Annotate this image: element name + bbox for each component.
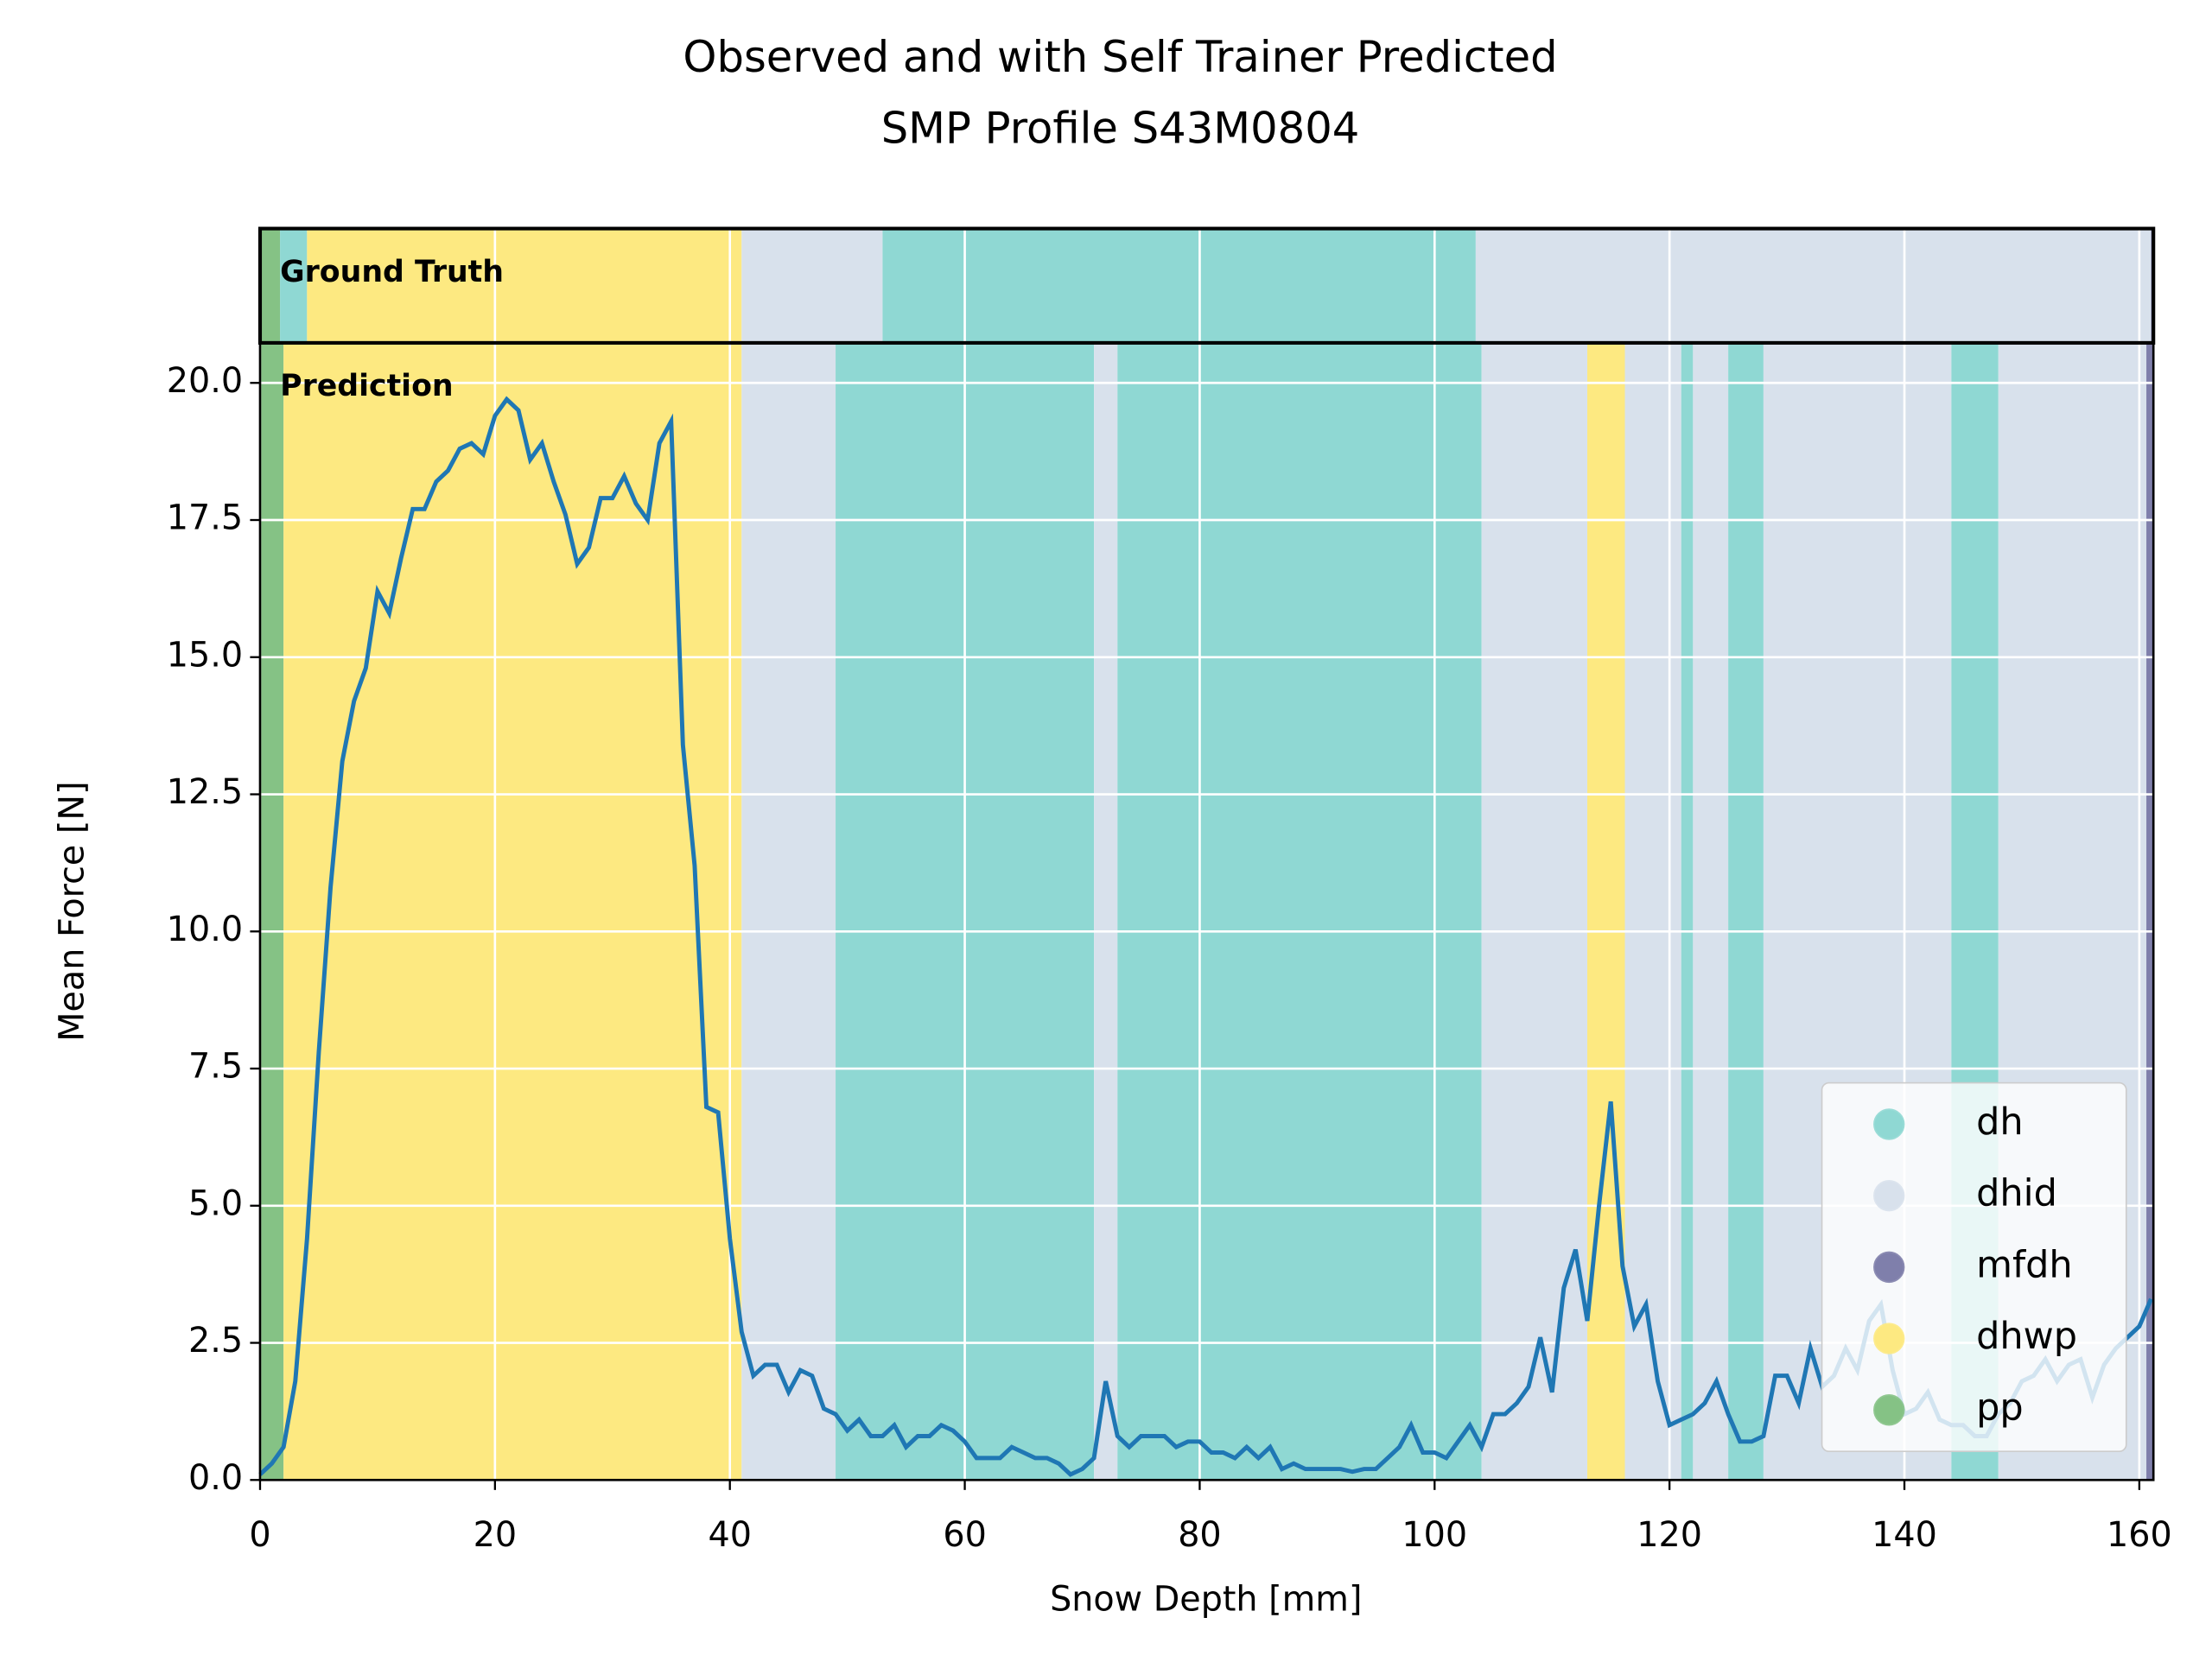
y-tick-label: 20.0 — [167, 361, 243, 401]
layer-span — [1475, 228, 2152, 343]
layer-span — [259, 228, 281, 343]
x-tick-label: 80 — [1178, 1515, 1221, 1555]
y-tick-label: 12.5 — [167, 772, 243, 812]
legend: dh dhid mfdh dhwp pp — [1821, 1082, 2127, 1453]
layer-span — [2146, 342, 2154, 1481]
y-tick-label: 2.5 — [188, 1321, 243, 1361]
legend-box — [1821, 1082, 2127, 1453]
layer-span — [1117, 342, 1482, 1481]
layer-span — [283, 342, 742, 1481]
layer-span — [280, 228, 308, 343]
legend-label: dhid — [1976, 1172, 2057, 1215]
layer-span — [741, 228, 883, 343]
annotation: Ground Truth — [280, 255, 504, 289]
legend-marker — [1873, 1323, 1905, 1354]
layer-span — [1094, 342, 1118, 1481]
y-tick-label: 17.5 — [167, 498, 243, 538]
legend-marker — [1873, 1251, 1905, 1284]
x-tick-label: 160 — [2107, 1515, 2172, 1555]
layer-span — [1587, 342, 1625, 1481]
x-tick-label: 0 — [249, 1515, 270, 1555]
x-tick-label: 60 — [943, 1515, 986, 1555]
layer-span — [307, 228, 742, 343]
y-tick-label: 5.0 — [188, 1183, 243, 1223]
annotation: Prediction — [280, 369, 454, 403]
legend-label: dhwp — [1976, 1315, 2077, 1358]
layer-span — [259, 342, 284, 1481]
y-axis-label: Mean Force [N] — [52, 781, 92, 1041]
layer-span — [1481, 342, 1588, 1481]
layer-span — [1693, 342, 1729, 1481]
y-tick-label: 15.0 — [167, 635, 243, 675]
y-tick-label: 7.5 — [188, 1047, 243, 1087]
x-tick-label: 40 — [708, 1515, 751, 1555]
y-tick-label: 10.0 — [167, 910, 243, 949]
y-tick-label: 0.0 — [188, 1458, 243, 1498]
chart-title: Observed and with Self Trainer Predicted — [683, 32, 1557, 82]
layer-span — [1681, 342, 1694, 1481]
x-tick-label: 120 — [1637, 1515, 1702, 1555]
legend-marker — [1873, 1394, 1905, 1426]
axes-frame — [258, 341, 2155, 1481]
x-tick-label: 140 — [1872, 1515, 1937, 1555]
layer-span — [882, 228, 1476, 343]
layer-span — [1728, 342, 1764, 1481]
layer-span — [1624, 342, 1681, 1481]
legend-label: dh — [1976, 1101, 2024, 1144]
x-tick-label: 20 — [474, 1515, 517, 1555]
legend-label: mfdh — [1976, 1243, 2073, 1286]
x-axis-label: Snow Depth [mm] — [1050, 1579, 1362, 1619]
layer-span — [741, 342, 836, 1481]
legend-marker — [1873, 1108, 1905, 1140]
x-tick-label: 100 — [1402, 1515, 1467, 1555]
legend-label: pp — [1976, 1386, 2024, 1430]
legend-marker — [1873, 1179, 1905, 1212]
chart-subtitle: SMP Profile S43M0804 — [881, 104, 1360, 154]
